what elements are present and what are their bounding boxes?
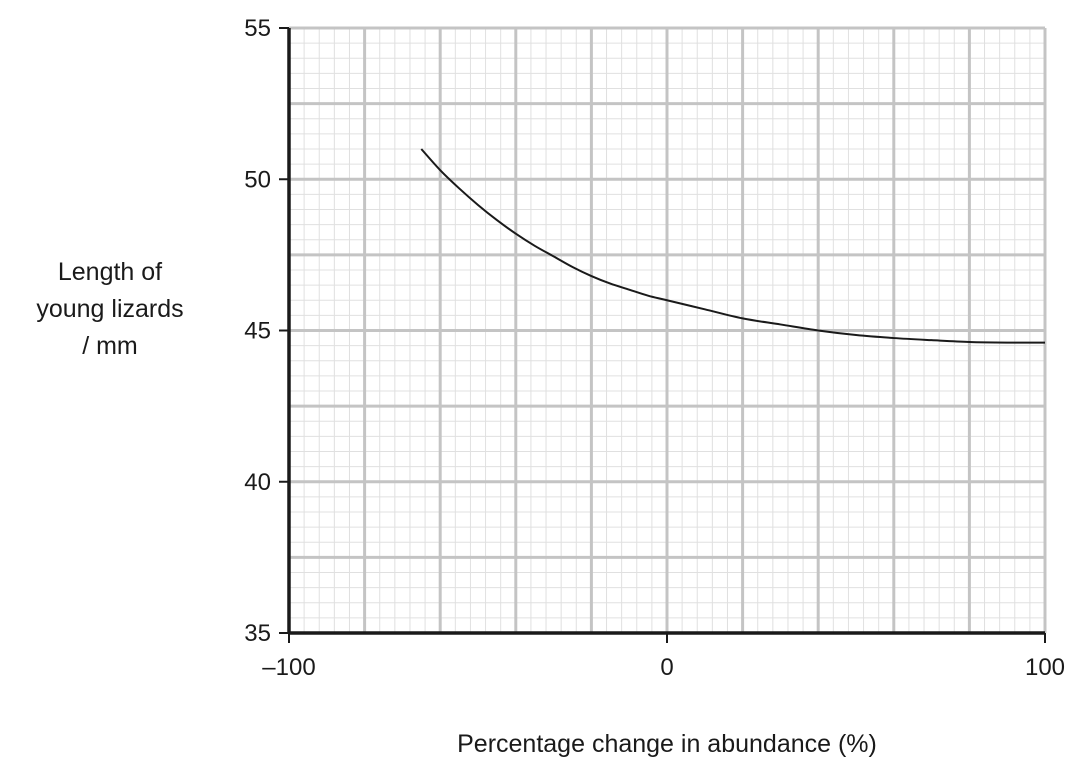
x-axis-label: Percentage change in abundance (%): [457, 730, 877, 758]
y-tick-label: 55: [244, 15, 271, 42]
ticks: 35 40 45 50 55 –100 0 100: [244, 15, 1065, 681]
series: [420, 148, 1046, 344]
y-axis-label-line-1: Length of: [57, 258, 163, 286]
y-tick-label: 35: [244, 620, 271, 647]
y-tick-label: 40: [244, 469, 271, 496]
data-line: [420, 148, 1046, 344]
x-tick-label: 100: [1025, 654, 1065, 681]
y-axis-label-line-2: young lizards: [36, 295, 184, 323]
x-tick-label: 0: [660, 654, 673, 681]
x-tick-label: –100: [262, 654, 315, 681]
y-tick-label: 50: [244, 166, 271, 193]
y-tick-label: 45: [244, 318, 271, 345]
y-axis-label-line-3: / mm: [82, 332, 138, 360]
